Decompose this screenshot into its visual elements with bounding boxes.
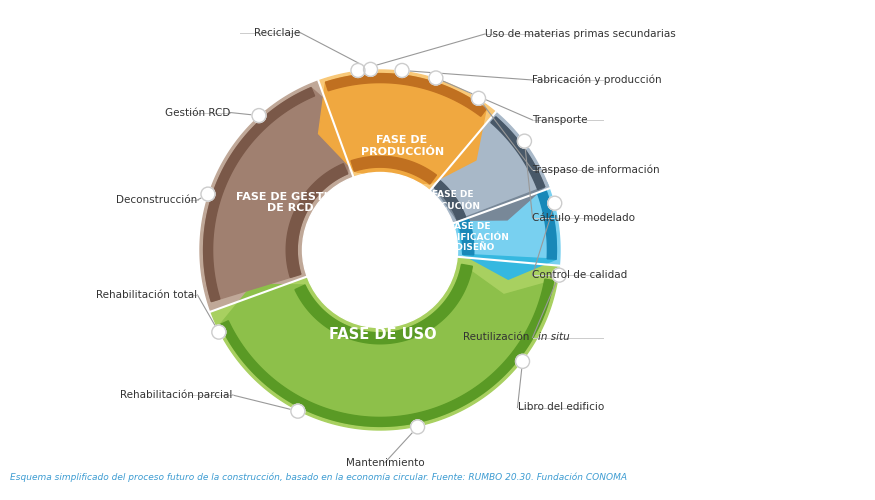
Circle shape — [303, 172, 458, 328]
Polygon shape — [380, 182, 560, 266]
Text: Reciclaje: Reciclaje — [254, 28, 300, 38]
Text: Cálculo y modelado: Cálculo y modelado — [533, 212, 635, 223]
Circle shape — [290, 404, 304, 418]
Polygon shape — [351, 156, 437, 184]
Text: Fabricación y producción: Fabricación y producción — [533, 74, 662, 85]
Polygon shape — [326, 74, 487, 116]
Text: FASE DE
PRODUCCIÓN: FASE DE PRODUCCIÓN — [360, 136, 444, 157]
Circle shape — [363, 62, 377, 76]
Circle shape — [429, 71, 443, 85]
Text: in situ: in situ — [538, 332, 570, 342]
Circle shape — [410, 420, 424, 434]
Polygon shape — [200, 81, 380, 312]
Circle shape — [252, 108, 266, 122]
Circle shape — [212, 325, 226, 339]
Text: Control de calidad: Control de calidad — [533, 270, 627, 280]
Polygon shape — [286, 164, 347, 278]
Text: FASE DE USO: FASE DE USO — [329, 326, 437, 342]
Text: Rehabilitación parcial: Rehabilitación parcial — [120, 390, 233, 400]
Text: Reutilización: Reutilización — [463, 332, 533, 342]
Text: Traspaso de información: Traspaso de información — [533, 165, 660, 175]
Polygon shape — [220, 264, 554, 426]
Circle shape — [515, 354, 529, 368]
Circle shape — [472, 92, 486, 106]
Circle shape — [548, 196, 562, 210]
Polygon shape — [318, 74, 487, 184]
Text: FASE DE GESTIÓN
DE RCD: FASE DE GESTIÓN DE RCD — [235, 192, 346, 214]
Circle shape — [552, 268, 566, 282]
Polygon shape — [434, 180, 466, 220]
Text: Rehabilitación total: Rehabilitación total — [96, 290, 198, 300]
Text: Mantenimiento: Mantenimiento — [346, 458, 424, 468]
Circle shape — [395, 64, 409, 78]
Polygon shape — [434, 117, 544, 220]
Polygon shape — [380, 112, 550, 250]
Polygon shape — [204, 88, 350, 302]
Text: FASE DE
EJECUCIÓN: FASE DE EJECUCIÓN — [425, 190, 480, 212]
Circle shape — [517, 134, 531, 148]
Text: Esquema simplificado del proceso futuro de la construcción, basado en la economí: Esquema simplificado del proceso futuro … — [10, 473, 627, 482]
Text: Transporte: Transporte — [533, 115, 588, 125]
Polygon shape — [537, 190, 556, 259]
Polygon shape — [220, 279, 554, 426]
Polygon shape — [458, 190, 556, 280]
Circle shape — [351, 64, 365, 78]
Text: FASE DE
PLANIFICACIÓN
Y DISEÑO: FASE DE PLANIFICACIÓN Y DISEÑO — [430, 222, 509, 252]
Text: Deconstrucción: Deconstrucción — [116, 195, 198, 205]
Polygon shape — [491, 117, 544, 190]
Polygon shape — [295, 264, 472, 344]
Polygon shape — [318, 70, 496, 250]
Circle shape — [201, 187, 215, 201]
Polygon shape — [204, 88, 315, 302]
Text: Gestión RCD: Gestión RCD — [164, 108, 230, 118]
Polygon shape — [458, 218, 473, 255]
Polygon shape — [211, 250, 559, 430]
Text: Libro del edificio: Libro del edificio — [517, 402, 604, 412]
Text: Uso de materias primas secundarias: Uso de materias primas secundarias — [485, 29, 676, 39]
